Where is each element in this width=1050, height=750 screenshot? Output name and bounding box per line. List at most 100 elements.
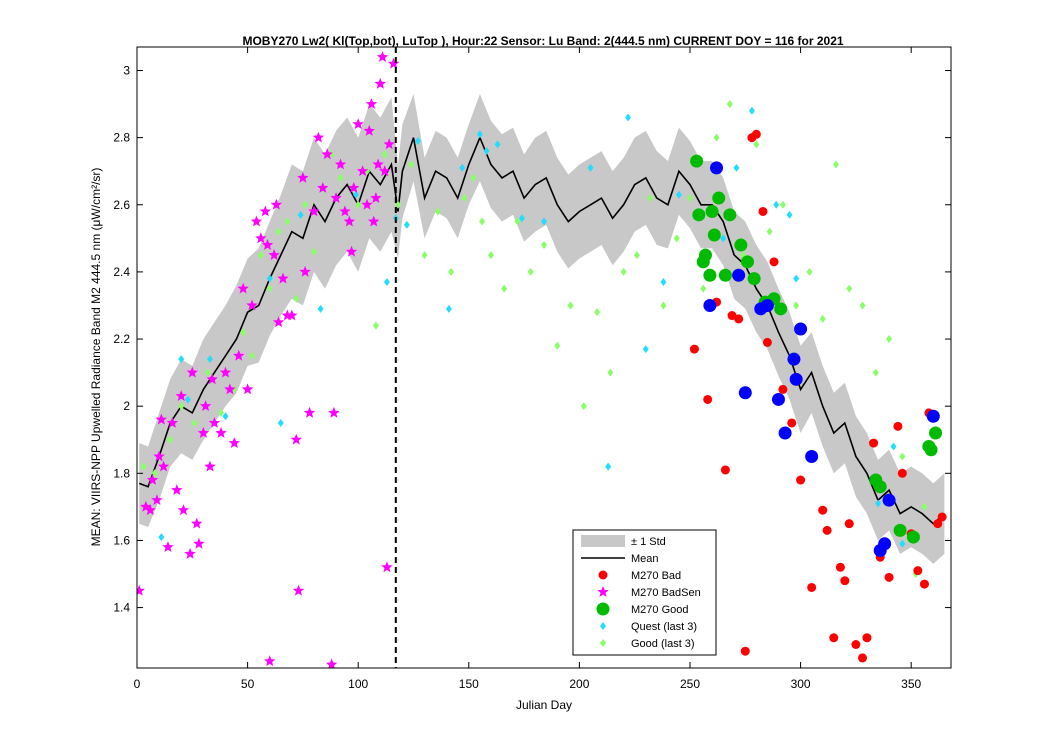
point-badsen [308, 205, 320, 217]
point-badsen [153, 450, 165, 462]
point-good [873, 480, 887, 494]
point-good [924, 443, 938, 457]
point-badsen [376, 51, 389, 62]
point-good3 [448, 267, 455, 276]
point-badsen [299, 265, 311, 277]
point-good3 [266, 284, 273, 293]
point-good [712, 191, 726, 205]
point-bad [740, 646, 750, 656]
point-badsen [199, 400, 212, 411]
point-bad [840, 576, 850, 586]
point-quest [483, 147, 490, 156]
point-badsen [191, 517, 203, 529]
point-good3 [859, 301, 866, 310]
std-band [139, 94, 945, 564]
point-good [747, 272, 761, 286]
point-good3 [713, 133, 720, 142]
point-good3 [381, 150, 388, 159]
y-tick-label: 1.4 [113, 601, 130, 615]
point-badsen [144, 504, 156, 516]
point-good [698, 248, 712, 262]
point-badsen [137, 584, 145, 596]
point-good3 [832, 160, 839, 169]
point-quest [297, 210, 304, 219]
point-bad [851, 640, 861, 650]
point-quest [541, 217, 547, 226]
point-bad [844, 519, 854, 529]
point-blue [789, 372, 803, 386]
point-good3 [753, 140, 760, 149]
point-good3 [620, 267, 627, 276]
point-badsen [233, 349, 245, 361]
point-good3 [479, 217, 486, 226]
legend-swatch-good3 [600, 639, 606, 647]
y-tick-label: 2 [123, 399, 130, 413]
point-quest [277, 418, 284, 427]
point-badsen [270, 198, 283, 210]
point-badsen [372, 158, 384, 170]
point-good3 [191, 418, 198, 427]
point-bad [933, 519, 943, 529]
point-quest [720, 234, 727, 243]
point-good3 [594, 308, 601, 317]
point-badsen [162, 541, 174, 552]
point-good [929, 426, 943, 440]
point-badsen [224, 383, 236, 395]
point-quest [875, 499, 882, 508]
point-badsen [345, 245, 358, 257]
point-badsen [146, 474, 159, 485]
point-good3 [819, 314, 826, 323]
point-bad [919, 579, 929, 589]
x-tick-label: 300 [791, 677, 811, 691]
legend-swatch-badsen [597, 586, 609, 597]
point-good [723, 208, 737, 222]
point-good3 [284, 217, 291, 226]
point-good3 [554, 341, 561, 350]
point-bad [796, 475, 806, 485]
y-tick-label: 1.6 [113, 533, 130, 547]
point-good3 [886, 335, 893, 344]
point-bad [835, 562, 845, 572]
point-good3 [766, 227, 773, 236]
point-badsen [352, 118, 364, 130]
point-bad [758, 206, 768, 216]
point-badsen [370, 192, 382, 203]
point-good3 [647, 194, 654, 203]
mean-line [138, 135, 945, 525]
point-bad [762, 337, 772, 347]
point-good [703, 268, 717, 282]
point-badsen [250, 215, 263, 227]
y-tick-label: 1.8 [113, 466, 130, 480]
point-good [906, 530, 920, 544]
point-badsen [255, 232, 267, 244]
point-good3 [249, 351, 256, 360]
point-good3 [514, 217, 521, 226]
point-badsen [268, 249, 280, 260]
point-badsen [343, 215, 356, 227]
point-good3 [140, 462, 147, 471]
point-quest [675, 190, 682, 199]
point-badsen [321, 148, 333, 160]
point-good3 [580, 402, 587, 411]
point-quest [890, 442, 897, 451]
y-tick-label: 2.8 [113, 131, 130, 145]
point-good3 [700, 284, 707, 293]
point-good3 [793, 301, 800, 310]
point-badsen [171, 484, 183, 495]
point-badsen [186, 366, 198, 378]
point-badsen [368, 215, 380, 227]
legend-swatch-std [581, 535, 625, 547]
point-quest [352, 190, 359, 199]
point-good3 [501, 284, 508, 293]
legend-label-good3: Good (last 3) [631, 638, 695, 650]
point-badsen [387, 57, 400, 69]
point-good3 [527, 267, 534, 276]
point-quest [383, 277, 390, 286]
y-tick-label: 3 [123, 63, 130, 77]
point-bad [829, 633, 839, 643]
point-quest [266, 274, 273, 283]
point-good3 [218, 408, 225, 417]
point-quest [184, 395, 191, 404]
point-bad [807, 582, 817, 592]
